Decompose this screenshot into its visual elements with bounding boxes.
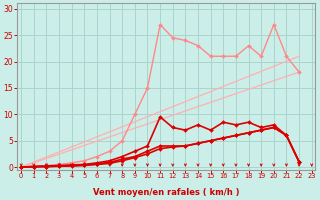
X-axis label: Vent moyen/en rafales ( km/h ): Vent moyen/en rafales ( km/h ) bbox=[93, 188, 240, 197]
